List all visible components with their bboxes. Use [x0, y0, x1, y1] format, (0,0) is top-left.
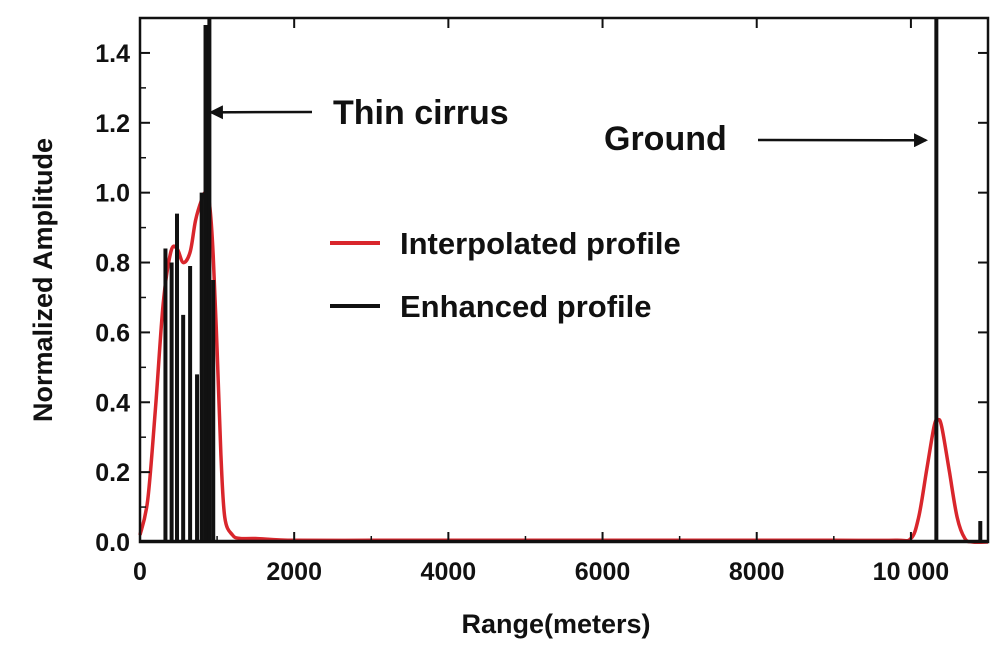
y-tick-label: 1.0	[95, 180, 130, 208]
plot-area	[138, 18, 989, 545]
y-tick-label: 0.6	[95, 319, 130, 347]
y-axis-label: Normalized Amplitude	[28, 138, 58, 422]
axes: 0 2000 4000 6000 8000 10 000 0.0 0.2 0.4 0.6 0.8 1.…	[95, 16, 990, 586]
y-tick-label: 1.2	[95, 110, 130, 138]
annotation-ground-text: Ground	[604, 120, 727, 158]
legend-label: Enhanced profile	[400, 289, 651, 324]
legend: Interpolated profile Enhanced profile	[330, 226, 681, 324]
annotation-thin-cirrus-text: Thin cirrus	[333, 94, 509, 132]
plot-frame	[138, 16, 990, 544]
annotations: Thin cirrus Ground	[208, 94, 929, 158]
x-tick-label: 0	[133, 558, 147, 586]
x-tick-label: 2000	[266, 558, 322, 586]
x-tick-label: 10 000	[873, 558, 949, 586]
y-tick-label: 0.4	[95, 389, 130, 417]
x-tick-label: 6000	[575, 558, 631, 586]
x-axis-label: Range(meters)	[461, 609, 650, 639]
x-tick-label: 8000	[729, 558, 785, 586]
x-tick-label: 4000	[421, 558, 477, 586]
legend-label: Interpolated profile	[400, 226, 681, 261]
y-tick-label: 1.4	[95, 40, 130, 68]
y-tick-label: 0.8	[95, 250, 130, 278]
y-tick-label: 0.2	[95, 459, 130, 487]
y-tick-label: 0.0	[95, 529, 130, 557]
